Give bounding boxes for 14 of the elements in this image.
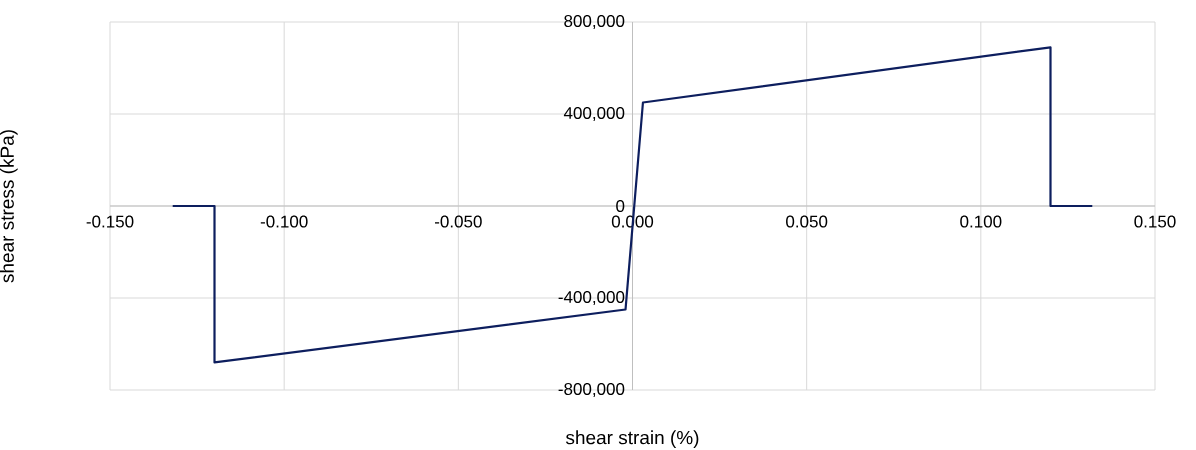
- x-tick-label: 0.050: [786, 215, 828, 228]
- y-axis-title: shear stress (kPa): [0, 130, 18, 283]
- x-tick-label: 0.150: [1134, 215, 1176, 228]
- y-tick-label: 400,000: [563, 106, 625, 122]
- line-series: [171, 46, 1094, 364]
- x-tick-label: 0.100: [960, 215, 1002, 228]
- x-tick-label: -0.050: [434, 215, 482, 228]
- y-tick-label: -400,000: [558, 290, 625, 306]
- y-tick-label: -800,000: [558, 382, 625, 398]
- y-tick-label: 800,000: [564, 14, 625, 30]
- x-tick-label: -0.150: [86, 215, 134, 228]
- y-tick-label: 0: [616, 199, 625, 213]
- x-tick-label: -0.100: [260, 215, 308, 228]
- x-axis-title: shear strain (%): [565, 430, 699, 449]
